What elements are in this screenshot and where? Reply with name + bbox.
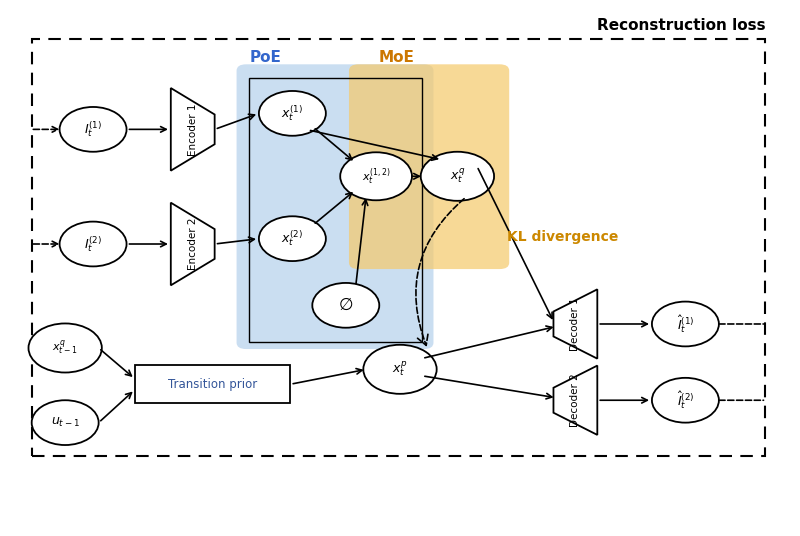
Polygon shape xyxy=(554,289,598,359)
Text: $\hat{I}_t^{(1)}$: $\hat{I}_t^{(1)}$ xyxy=(677,313,694,335)
Text: $u_{t-1}$: $u_{t-1}$ xyxy=(50,416,79,429)
FancyBboxPatch shape xyxy=(135,365,290,404)
Circle shape xyxy=(363,345,437,394)
Text: $I_t^{(1)}$: $I_t^{(1)}$ xyxy=(84,120,102,139)
Text: MoE: MoE xyxy=(378,50,414,65)
Circle shape xyxy=(652,302,719,346)
Text: $\hat{I}_t^{(2)}$: $\hat{I}_t^{(2)}$ xyxy=(677,390,694,411)
FancyBboxPatch shape xyxy=(349,64,510,269)
Text: Decoder 1: Decoder 1 xyxy=(570,297,580,351)
Text: Encoder 2: Encoder 2 xyxy=(188,218,198,270)
Circle shape xyxy=(312,283,379,327)
Circle shape xyxy=(259,217,326,261)
Polygon shape xyxy=(170,203,214,285)
Circle shape xyxy=(29,323,102,373)
Text: $\emptyset$: $\emptyset$ xyxy=(338,296,354,314)
Text: $x_t^{(2)}$: $x_t^{(2)}$ xyxy=(282,229,303,249)
Text: $x_t^{p}$: $x_t^{p}$ xyxy=(392,360,408,379)
Text: $x_t^{(1,2)}$: $x_t^{(1,2)}$ xyxy=(362,166,390,187)
Circle shape xyxy=(652,378,719,422)
FancyBboxPatch shape xyxy=(237,64,434,349)
Text: $x_t^{(1)}$: $x_t^{(1)}$ xyxy=(282,103,303,123)
Text: KL divergence: KL divergence xyxy=(507,229,618,243)
Circle shape xyxy=(340,152,412,200)
Text: $x_{t-1}^{q}$: $x_{t-1}^{q}$ xyxy=(52,339,78,357)
Polygon shape xyxy=(554,366,598,435)
Text: Reconstruction loss: Reconstruction loss xyxy=(597,18,765,33)
Text: PoE: PoE xyxy=(250,50,282,65)
Text: Decoder 2: Decoder 2 xyxy=(570,374,580,427)
Polygon shape xyxy=(170,88,214,170)
Circle shape xyxy=(32,400,98,445)
Text: Encoder 1: Encoder 1 xyxy=(188,103,198,155)
Circle shape xyxy=(421,152,494,201)
Circle shape xyxy=(259,91,326,136)
FancyArrowPatch shape xyxy=(416,199,464,345)
Text: $I_t^{(2)}$: $I_t^{(2)}$ xyxy=(84,234,102,254)
Text: $x_t^{q}$: $x_t^{q}$ xyxy=(450,167,465,186)
Circle shape xyxy=(59,107,126,152)
Circle shape xyxy=(59,221,126,266)
Text: Transition prior: Transition prior xyxy=(168,378,258,391)
